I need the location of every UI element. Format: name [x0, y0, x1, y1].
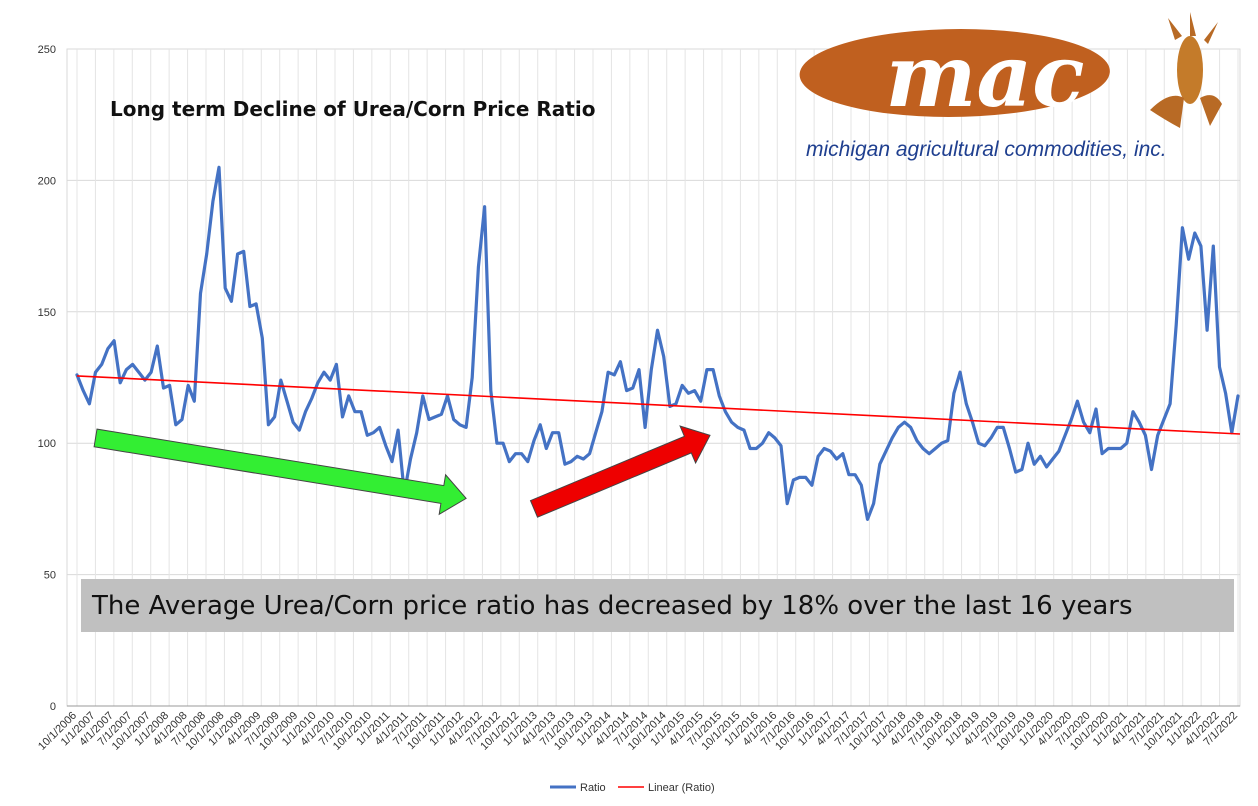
legend-label: Linear (Ratio): [648, 782, 715, 794]
y-axis: 0 50 100 150 200 250: [38, 44, 56, 713]
y-tick-label: 50: [44, 570, 56, 582]
y-tick-label: 0: [50, 701, 56, 713]
mac-logo: mac michigan agricultural commodities, i…: [799, 12, 1222, 161]
y-tick-label: 250: [38, 44, 56, 56]
legend-label: Ratio: [580, 782, 606, 794]
chart-title: Long term Decline of Urea/Corn Price Rat…: [110, 97, 595, 121]
legend: Ratio Linear (Ratio): [550, 782, 715, 794]
corn-icon: [1150, 12, 1222, 128]
legend-item-ratio: Ratio: [550, 782, 606, 794]
x-axis: 10/1/20061/1/20074/1/20077/1/200710/1/20…: [36, 710, 1240, 753]
series-layer: [75, 165, 1241, 522]
logo-subtitle: michigan agricultural commodities, inc.: [806, 138, 1167, 161]
arrow-layer: [93, 425, 711, 518]
logo-word: mac: [885, 26, 1084, 127]
series-line-ratio: [75, 165, 1240, 522]
note-box: The Average Urea/Corn price ratio has de…: [81, 579, 1234, 632]
y-tick-label: 100: [38, 438, 56, 450]
y-tick-label: 150: [38, 307, 56, 319]
rise-arrow: [529, 425, 711, 518]
decline-arrow: [93, 428, 467, 516]
series-line-linear: [76, 375, 1241, 435]
note-text: The Average Urea/Corn price ratio has de…: [91, 591, 1133, 621]
legend-item-linear: Linear (Ratio): [618, 782, 715, 794]
y-tick-label: 200: [38, 175, 56, 187]
